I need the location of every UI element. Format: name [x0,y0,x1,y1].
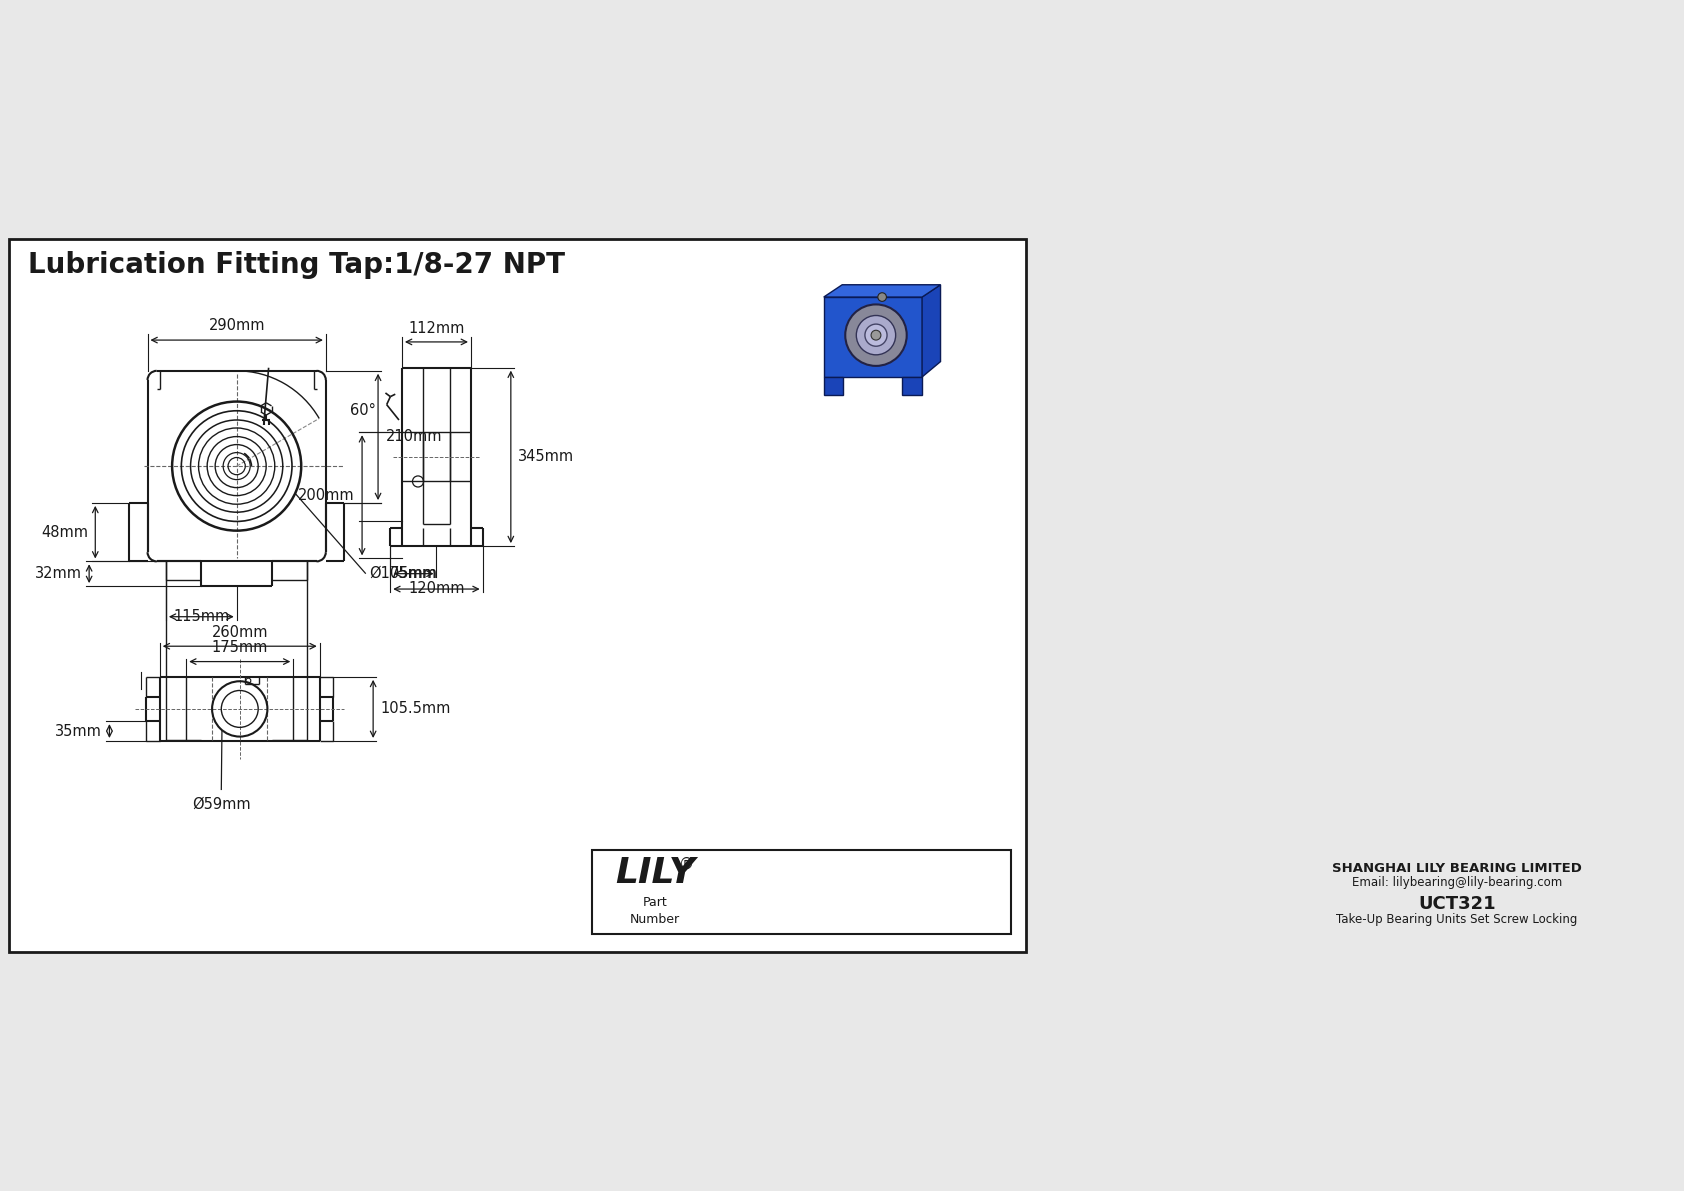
Text: 210mm: 210mm [386,430,441,444]
Text: 105.5mm: 105.5mm [381,701,451,717]
Circle shape [857,316,896,355]
Polygon shape [823,378,844,395]
Polygon shape [823,297,923,378]
Text: LILY: LILY [615,856,695,890]
Text: 115mm: 115mm [173,609,229,624]
Circle shape [877,293,886,301]
Text: 290mm: 290mm [209,318,264,332]
Text: 48mm: 48mm [40,525,88,540]
Text: 35mm: 35mm [56,724,103,738]
Circle shape [866,324,887,347]
Text: 175mm: 175mm [212,641,268,655]
Circle shape [871,330,881,341]
Text: Ø59mm: Ø59mm [192,797,251,811]
Polygon shape [823,285,941,297]
Polygon shape [903,378,923,395]
Text: Lubrication Fitting Tap:1/8-27 NPT: Lubrication Fitting Tap:1/8-27 NPT [27,251,564,279]
Text: 200mm: 200mm [298,488,355,503]
Text: SHANGHAI LILY BEARING LIMITED: SHANGHAI LILY BEARING LIMITED [1332,861,1581,874]
Text: Ø105mm: Ø105mm [369,566,436,581]
Text: 75mm: 75mm [391,566,438,581]
Text: 260mm: 260mm [212,625,268,640]
Text: Take-Up Bearing Units Set Screw Locking: Take-Up Bearing Units Set Screw Locking [1335,913,1578,925]
Text: 112mm: 112mm [408,320,465,336]
Bar [593,849,1012,934]
Text: UCT321: UCT321 [1418,896,1495,913]
Circle shape [845,305,906,366]
Polygon shape [923,285,941,378]
Text: 60°: 60° [350,404,376,418]
Text: Email: lilybearing@lily-bearing.com: Email: lilybearing@lily-bearing.com [1352,875,1561,888]
Text: 120mm: 120mm [408,581,465,597]
Text: 345mm: 345mm [519,449,574,464]
Text: Part
Number: Part Number [630,896,680,927]
Text: ®: ® [679,858,694,872]
Text: 32mm: 32mm [35,566,83,581]
